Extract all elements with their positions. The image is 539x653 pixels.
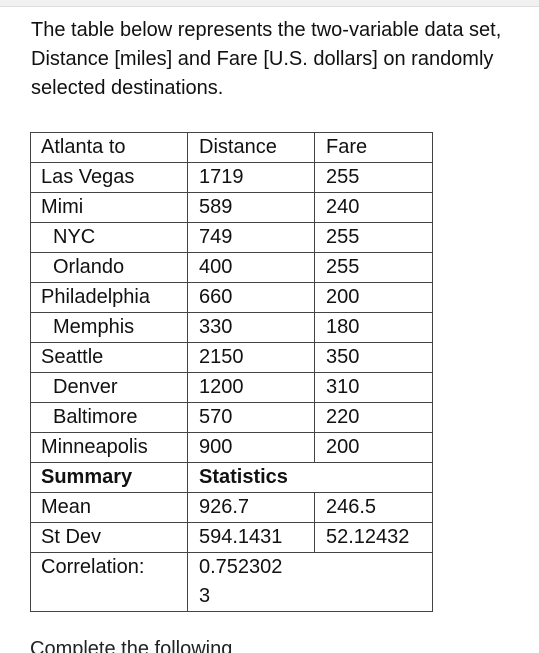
stdev-distance: 594.1431 (187, 522, 315, 553)
header-fare: Fare (314, 132, 433, 163)
table-row: Las Vegas 1719 255 (30, 162, 433, 193)
mean-row: Mean 926.7 246.5 (30, 492, 433, 523)
destination-cell: Memphis (30, 312, 188, 343)
mean-distance: 926.7 (187, 492, 315, 523)
fare-cell: 350 (314, 342, 433, 373)
destination-cell: Mimi (30, 192, 188, 223)
table-row: Minneapolis 900 200 (30, 432, 433, 463)
destination-cell: Denver (30, 372, 188, 403)
correlation-label: Correlation: (30, 552, 188, 612)
table-row: Philadelphia 660 200 (30, 282, 433, 313)
distance-cell: 1719 (187, 162, 315, 193)
fare-cell: 255 (314, 222, 433, 253)
stdev-fare: 52.12432 (314, 522, 433, 553)
table-row: Orlando 400 255 (30, 252, 433, 283)
summary-statistics-row: Summary Statistics (30, 462, 433, 493)
distance-cell: 1200 (187, 372, 315, 403)
fare-cell: 240 (314, 192, 433, 223)
correlation-value-line1: 0.752302 (199, 556, 283, 578)
correlation-row: Correlation: 0.752302 3 (30, 552, 433, 612)
fare-cell: 200 (314, 432, 433, 463)
destination-cell: Seattle (30, 342, 188, 373)
destination-cell: Las Vegas (30, 162, 188, 193)
distance-cell: 400 (187, 252, 315, 283)
table-header-row: Atlanta to Distance Fare (30, 132, 433, 163)
stdev-label: St Dev (30, 522, 188, 553)
distance-fare-table: Atlanta to Distance Fare Las Vegas 1719 … (30, 132, 433, 612)
mean-label: Mean (30, 492, 188, 523)
correlation-value-line2: 3 (199, 585, 211, 607)
distance-cell: 330 (187, 312, 315, 343)
fare-cell: 255 (314, 252, 433, 283)
distance-cell: 570 (187, 402, 315, 433)
table-row: Denver 1200 310 (30, 372, 433, 403)
distance-cell: 589 (187, 192, 315, 223)
top-divider (0, 0, 539, 7)
correlation-value: 0.752302 3 (187, 552, 315, 612)
header-distance: Distance (187, 132, 315, 163)
mean-fare: 246.5 (314, 492, 433, 523)
fare-cell: 310 (314, 372, 433, 403)
distance-cell: 660 (187, 282, 315, 313)
distance-cell: 2150 (187, 342, 315, 373)
fare-cell: 180 (314, 312, 433, 343)
destination-cell: NYC (30, 222, 188, 253)
table-row: Baltimore 570 220 (30, 402, 433, 433)
table-row: Seattle 2150 350 (30, 342, 433, 373)
table-row: Mimi 589 240 (30, 192, 433, 223)
summary-label: Summary (30, 462, 188, 493)
destination-cell: Baltimore (30, 402, 188, 433)
intro-paragraph: The table below represents the two-varia… (31, 19, 502, 99)
destination-cell: Orlando (30, 252, 188, 283)
following-instruction-partial: Complete the following (30, 639, 233, 653)
fare-cell: 200 (314, 282, 433, 313)
correlation-empty-cell (314, 552, 433, 612)
stdev-row: St Dev 594.1431 52.12432 (30, 522, 433, 553)
fare-cell: 255 (314, 162, 433, 193)
statistics-label: Statistics (187, 462, 315, 493)
table-row: Memphis 330 180 (30, 312, 433, 343)
destination-cell: Minneapolis (30, 432, 188, 463)
header-destination: Atlanta to (30, 132, 188, 163)
table-row: NYC 749 255 (30, 222, 433, 253)
destination-cell: Philadelphia (30, 282, 188, 313)
distance-cell: 900 (187, 432, 315, 463)
summary-empty-cell (314, 462, 433, 493)
fare-cell: 220 (314, 402, 433, 433)
distance-cell: 749 (187, 222, 315, 253)
